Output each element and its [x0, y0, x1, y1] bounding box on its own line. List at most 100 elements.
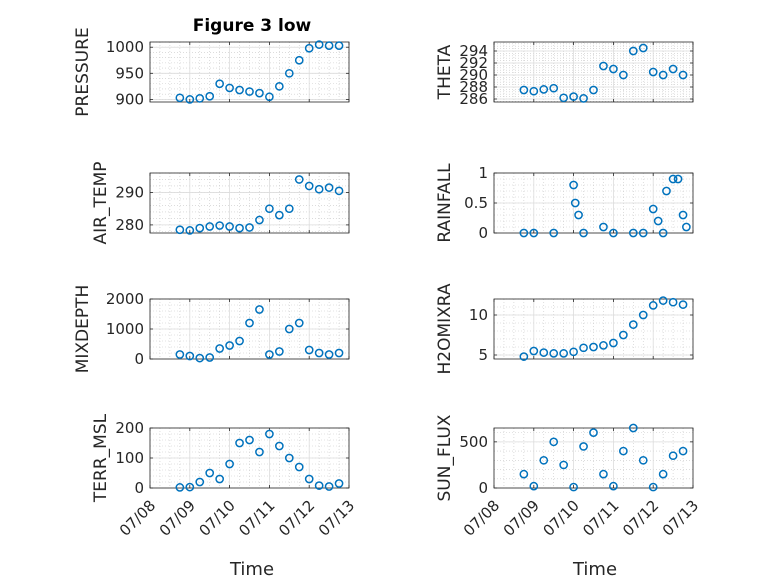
data-point: [539, 455, 549, 465]
data-point: [599, 222, 608, 232]
data-point: [589, 428, 598, 437]
data-point: [225, 459, 234, 469]
subplot-sun-flux: 0 500SUN_FLUX07/0807/0907/1007/1107/1207/…: [435, 414, 702, 540]
data-point: [175, 350, 185, 359]
data-point: [225, 341, 234, 350]
data-point: [619, 446, 628, 456]
data-point: [638, 310, 648, 320]
y-tick-label: 288: [459, 78, 488, 96]
data-point: [529, 346, 539, 356]
data-point: [678, 446, 688, 456]
data-point: [235, 336, 244, 346]
data-point: [529, 228, 539, 238]
data-point: [579, 442, 588, 451]
y-tick-label: 200: [115, 419, 144, 437]
data-point: [599, 469, 608, 479]
data-point: [609, 338, 618, 348]
data-point: [519, 352, 529, 361]
y-tick-label: 0: [134, 350, 144, 368]
data-point: [324, 41, 334, 51]
data-point: [658, 296, 668, 305]
data-point: [628, 423, 638, 433]
data-point: [185, 226, 195, 235]
data-point: [284, 204, 294, 214]
subplot-rainfall: 0 0.5 1 RAINFALL: [435, 163, 694, 243]
data-point: [294, 462, 304, 472]
x-tick-label: 07/11: [579, 496, 622, 539]
data-point: [569, 92, 578, 101]
data-point: [314, 348, 324, 358]
y-tick-label: 100: [115, 449, 144, 467]
data-point: [658, 70, 668, 80]
data-point: [529, 481, 539, 491]
data-point: [185, 482, 195, 492]
data-point: [294, 55, 304, 65]
data-point: [275, 347, 284, 356]
x-tick-label: 07/10: [539, 496, 582, 539]
data-point: [539, 348, 549, 357]
data-point: [255, 88, 264, 98]
data-point: [215, 344, 224, 353]
data-point: [599, 61, 608, 71]
y-axis-label: H2OMIXRA: [435, 283, 455, 374]
data-point: [235, 223, 244, 233]
data-point: [275, 81, 284, 91]
data-point: [638, 228, 648, 238]
data-point: [648, 301, 658, 310]
y-tick-label: 10: [469, 306, 488, 324]
data-point: [205, 222, 215, 231]
axes-box: [493, 41, 694, 103]
y-tick-label: 0: [478, 224, 488, 242]
data-point: [599, 341, 608, 350]
x-tick-label: 07/13: [659, 496, 702, 539]
data-point: [668, 174, 678, 184]
data-point: [275, 210, 284, 220]
y-tick-label: 292: [459, 54, 488, 72]
data-point: [589, 85, 598, 95]
y-axis-label: SUN_FLUX: [435, 414, 455, 501]
y-axis-label: TERR_MSL: [91, 413, 111, 503]
subplot-terr-msl: 0 100 200TERR_MSL07/0807/0907/1007/1107/12…: [91, 413, 358, 539]
axes-box: [149, 172, 350, 234]
data-point: [549, 83, 559, 93]
data-point: [678, 210, 688, 220]
data-point: [304, 345, 314, 355]
data-point: [215, 79, 224, 89]
data-point: [678, 300, 688, 309]
data-point: [658, 469, 668, 479]
data-point: [628, 320, 638, 329]
data-point: [569, 482, 578, 492]
data-point: [549, 349, 559, 358]
chart-title: Figure 3 low: [193, 16, 312, 36]
y-tick-label: 500: [459, 433, 488, 451]
data-point: [284, 324, 294, 334]
y-tick-label: 290: [115, 183, 144, 201]
data-point: [662, 186, 671, 196]
x-tick-label: 07/13: [315, 496, 358, 539]
data-point: [284, 453, 294, 463]
data-point: [519, 469, 529, 479]
axes-box: [493, 427, 694, 489]
subplot-h2omixra: 5 10 H2OMIXRA: [435, 283, 694, 375]
data-point: [619, 70, 628, 80]
data-point: [668, 451, 678, 461]
data-point: [673, 174, 683, 184]
data-point: [215, 221, 224, 230]
y-axis-label: PRESSURE: [73, 27, 93, 116]
data-point: [668, 64, 678, 74]
data-point: [255, 215, 264, 225]
data-point: [570, 198, 580, 208]
y-tick-label: 2000: [106, 290, 144, 308]
data-point: [559, 460, 569, 470]
data-point: [609, 64, 618, 74]
data-point: [529, 86, 539, 96]
y-axis-label: MIXDEPTH: [73, 285, 93, 374]
y-axis-label: RAINFALL: [435, 163, 455, 243]
data-point: [195, 477, 205, 487]
data-point: [175, 225, 185, 235]
x-axis-label-left: Time: [229, 559, 274, 580]
data-point: [549, 437, 559, 447]
data-point: [314, 40, 324, 49]
data-point: [304, 474, 314, 484]
